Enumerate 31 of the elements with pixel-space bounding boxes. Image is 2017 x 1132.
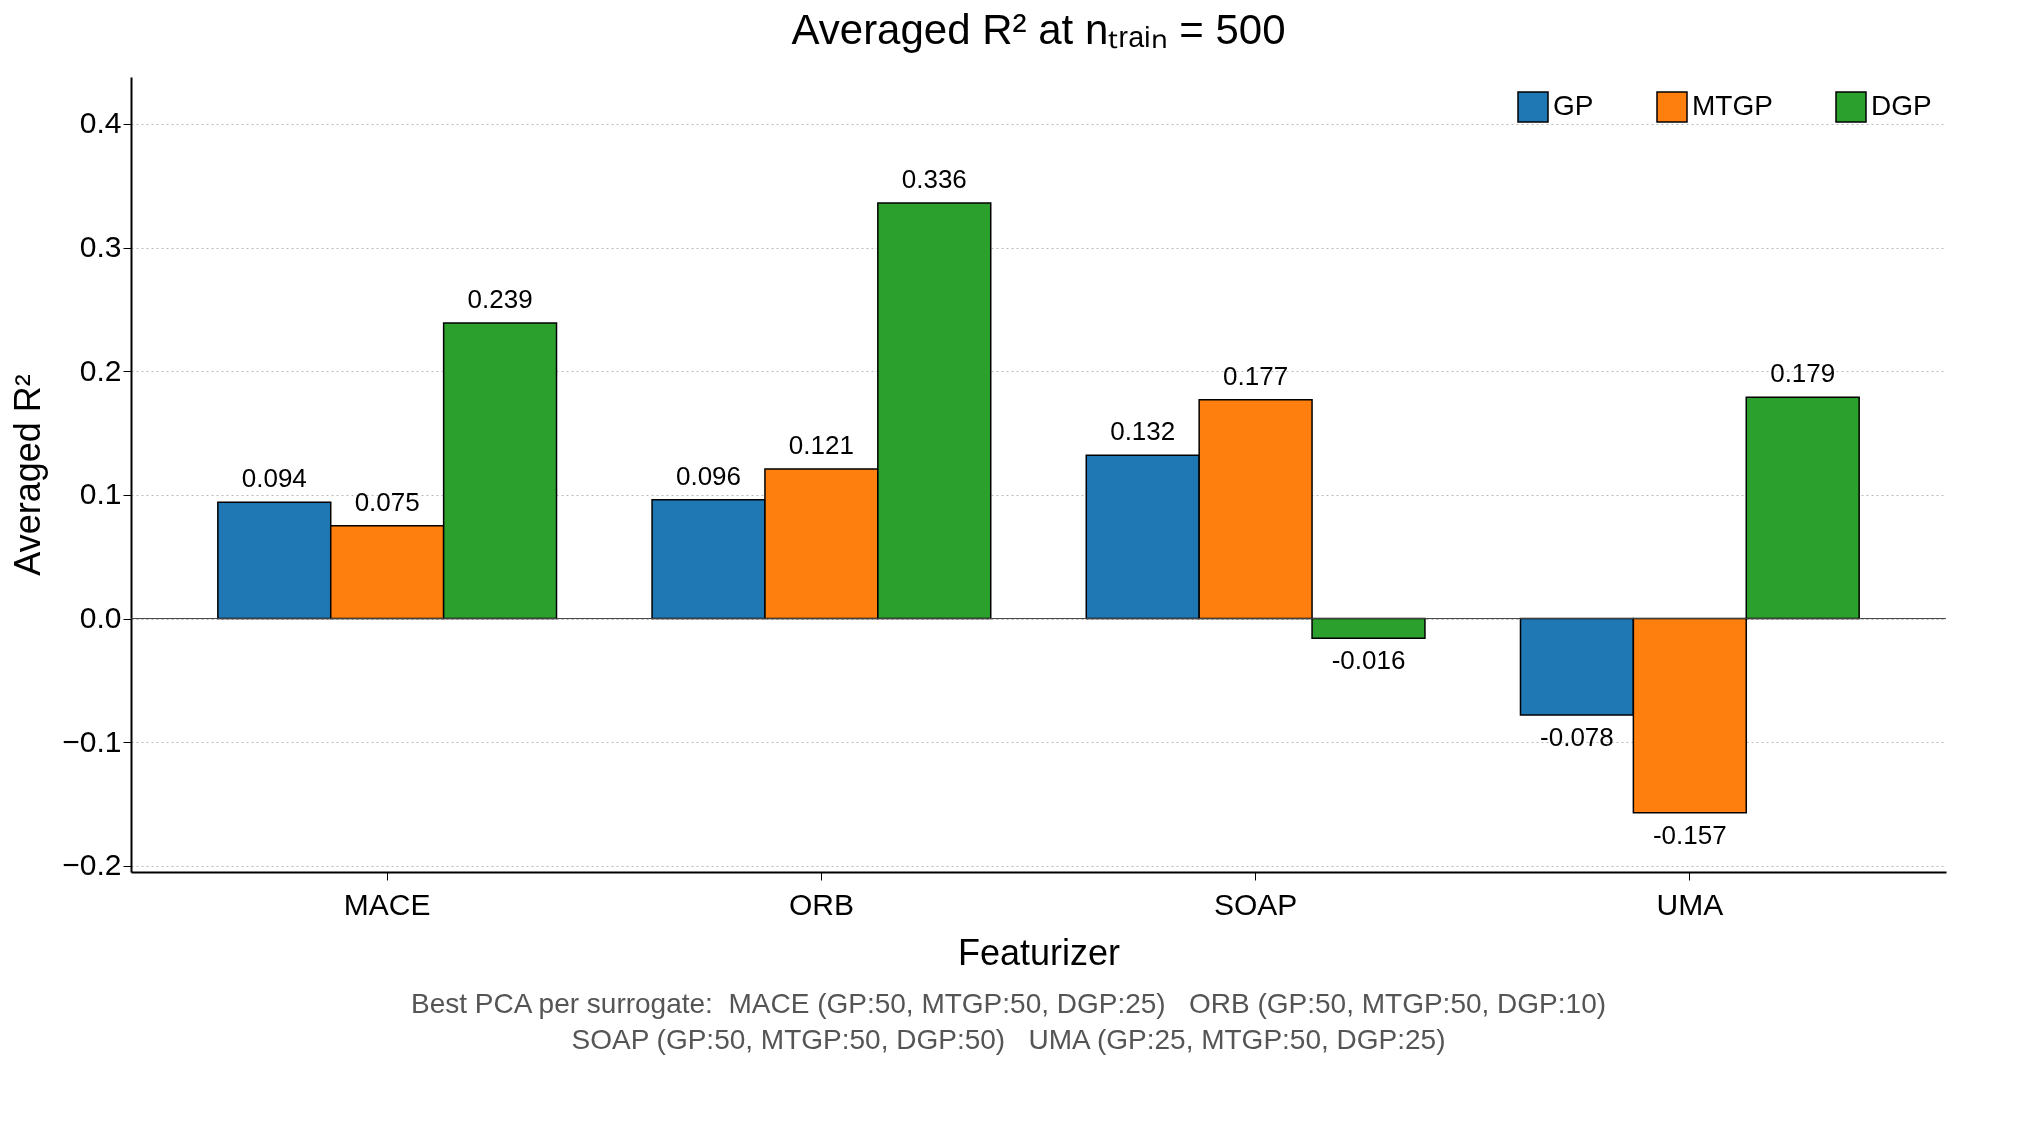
y-tick-label: −0.2: [62, 848, 122, 882]
x-tick-label: UMA: [1656, 887, 1724, 921]
y-tick-label: 0.1: [79, 477, 122, 511]
y-tick-label: 0.3: [79, 230, 122, 264]
chart-title: Averaged R² at nₜᵣₐᵢₙ = 500: [791, 6, 1286, 53]
y-tick-label: 0.4: [79, 106, 122, 140]
data-label: 0.239: [467, 284, 533, 315]
legend-label: DGP: [1871, 90, 1932, 121]
y-axis-title: Averaged R²: [7, 374, 49, 576]
legend-label: GP: [1553, 90, 1594, 121]
x-axis-title: Featurizer: [957, 931, 1121, 973]
x-tick-label: ORB: [788, 887, 854, 921]
x-tick-label: MACE: [343, 887, 431, 921]
text: SOAP (GP:50, MTGP:50, DGP:50) UMA (GP:25, MTGP:50, DGP:25): [570, 1023, 1447, 1057]
y-tick-label: 0.0: [79, 601, 122, 635]
data-label: -0.157: [1652, 819, 1727, 850]
data-label: -0.078: [1540, 721, 1614, 752]
data-label: 0.121: [788, 429, 854, 460]
x-tick-label: SOAP: [1213, 887, 1298, 921]
data-label: -0.016: [1331, 645, 1406, 676]
legend-label: MTGP: [1692, 90, 1773, 121]
data-label: 0.132: [1110, 416, 1176, 447]
y-tick-label: −0.1: [62, 724, 122, 758]
data-label: 0.096: [675, 460, 742, 491]
data-label: 0.179: [1770, 358, 1836, 389]
text: Best PCA per surrogate: MACE (GP:50, MTGP:50, DGP:25) ORB (GP:50, MTGP:50, DGP:10): [409, 987, 1608, 1021]
y-tick-label: 0.2: [79, 353, 122, 387]
data-label: 0.336: [901, 164, 967, 195]
data-label: 0.177: [1223, 360, 1289, 391]
data-label: 0.094: [241, 463, 307, 494]
data-label: 0.075: [354, 486, 420, 517]
